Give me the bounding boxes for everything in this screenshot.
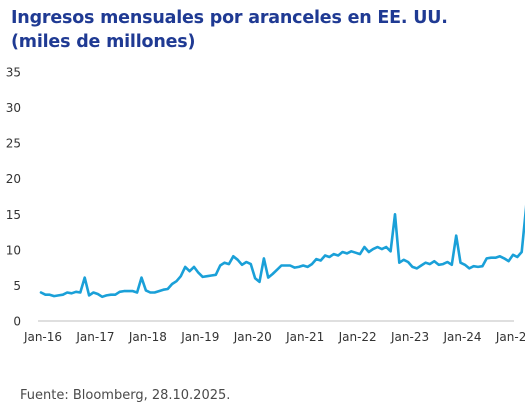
y-tick-label-15: 15 <box>6 208 21 222</box>
x-tick-label-jan-23: Jan-23 <box>390 330 429 344</box>
y-tick-label-30: 30 <box>6 101 21 115</box>
y-tick-label-20: 20 <box>6 172 21 186</box>
source-note: Fuente: Bloomberg, 28.10.2025. <box>20 388 231 403</box>
x-tick-label-jan-18: Jan-18 <box>128 330 167 344</box>
series-line-0 <box>39 204 525 299</box>
chart-title-line-2: (miles de millones) <box>11 32 196 52</box>
y-tick-label-0: 0 <box>13 315 21 329</box>
x-tick-label-jan-21: Jan-21 <box>285 330 324 344</box>
y-tick-label-25: 25 <box>6 137 21 151</box>
x-tick-label-jan-19: Jan-19 <box>180 330 219 344</box>
x-tick-label-jan-16: Jan-16 <box>23 330 62 344</box>
y-tick-label-35: 35 <box>6 66 21 80</box>
x-tick-label-jan-22: Jan-22 <box>338 330 377 344</box>
x-tick-label-jan-17: Jan-17 <box>75 330 114 344</box>
line-chart: 0 5 10 15 20 25 30 35 Jan-16 Jan-17 Jan-18 Jan-19 Ja… <box>6 66 525 344</box>
x-tick-label-jan-25: Jan-25 <box>495 330 525 344</box>
x-tick-label-jan-24: Jan-24 <box>442 330 481 344</box>
y-tick-label-10: 10 <box>6 243 21 257</box>
chart-title: Ingresos mensuales por aranceles en EE. … <box>11 6 511 54</box>
x-tick-label-jan-20: Jan-20 <box>233 330 272 344</box>
chart-title-line-1: Ingresos mensuales por aranceles en EE. … <box>11 8 448 28</box>
y-tick-label-5: 5 <box>13 279 21 293</box>
